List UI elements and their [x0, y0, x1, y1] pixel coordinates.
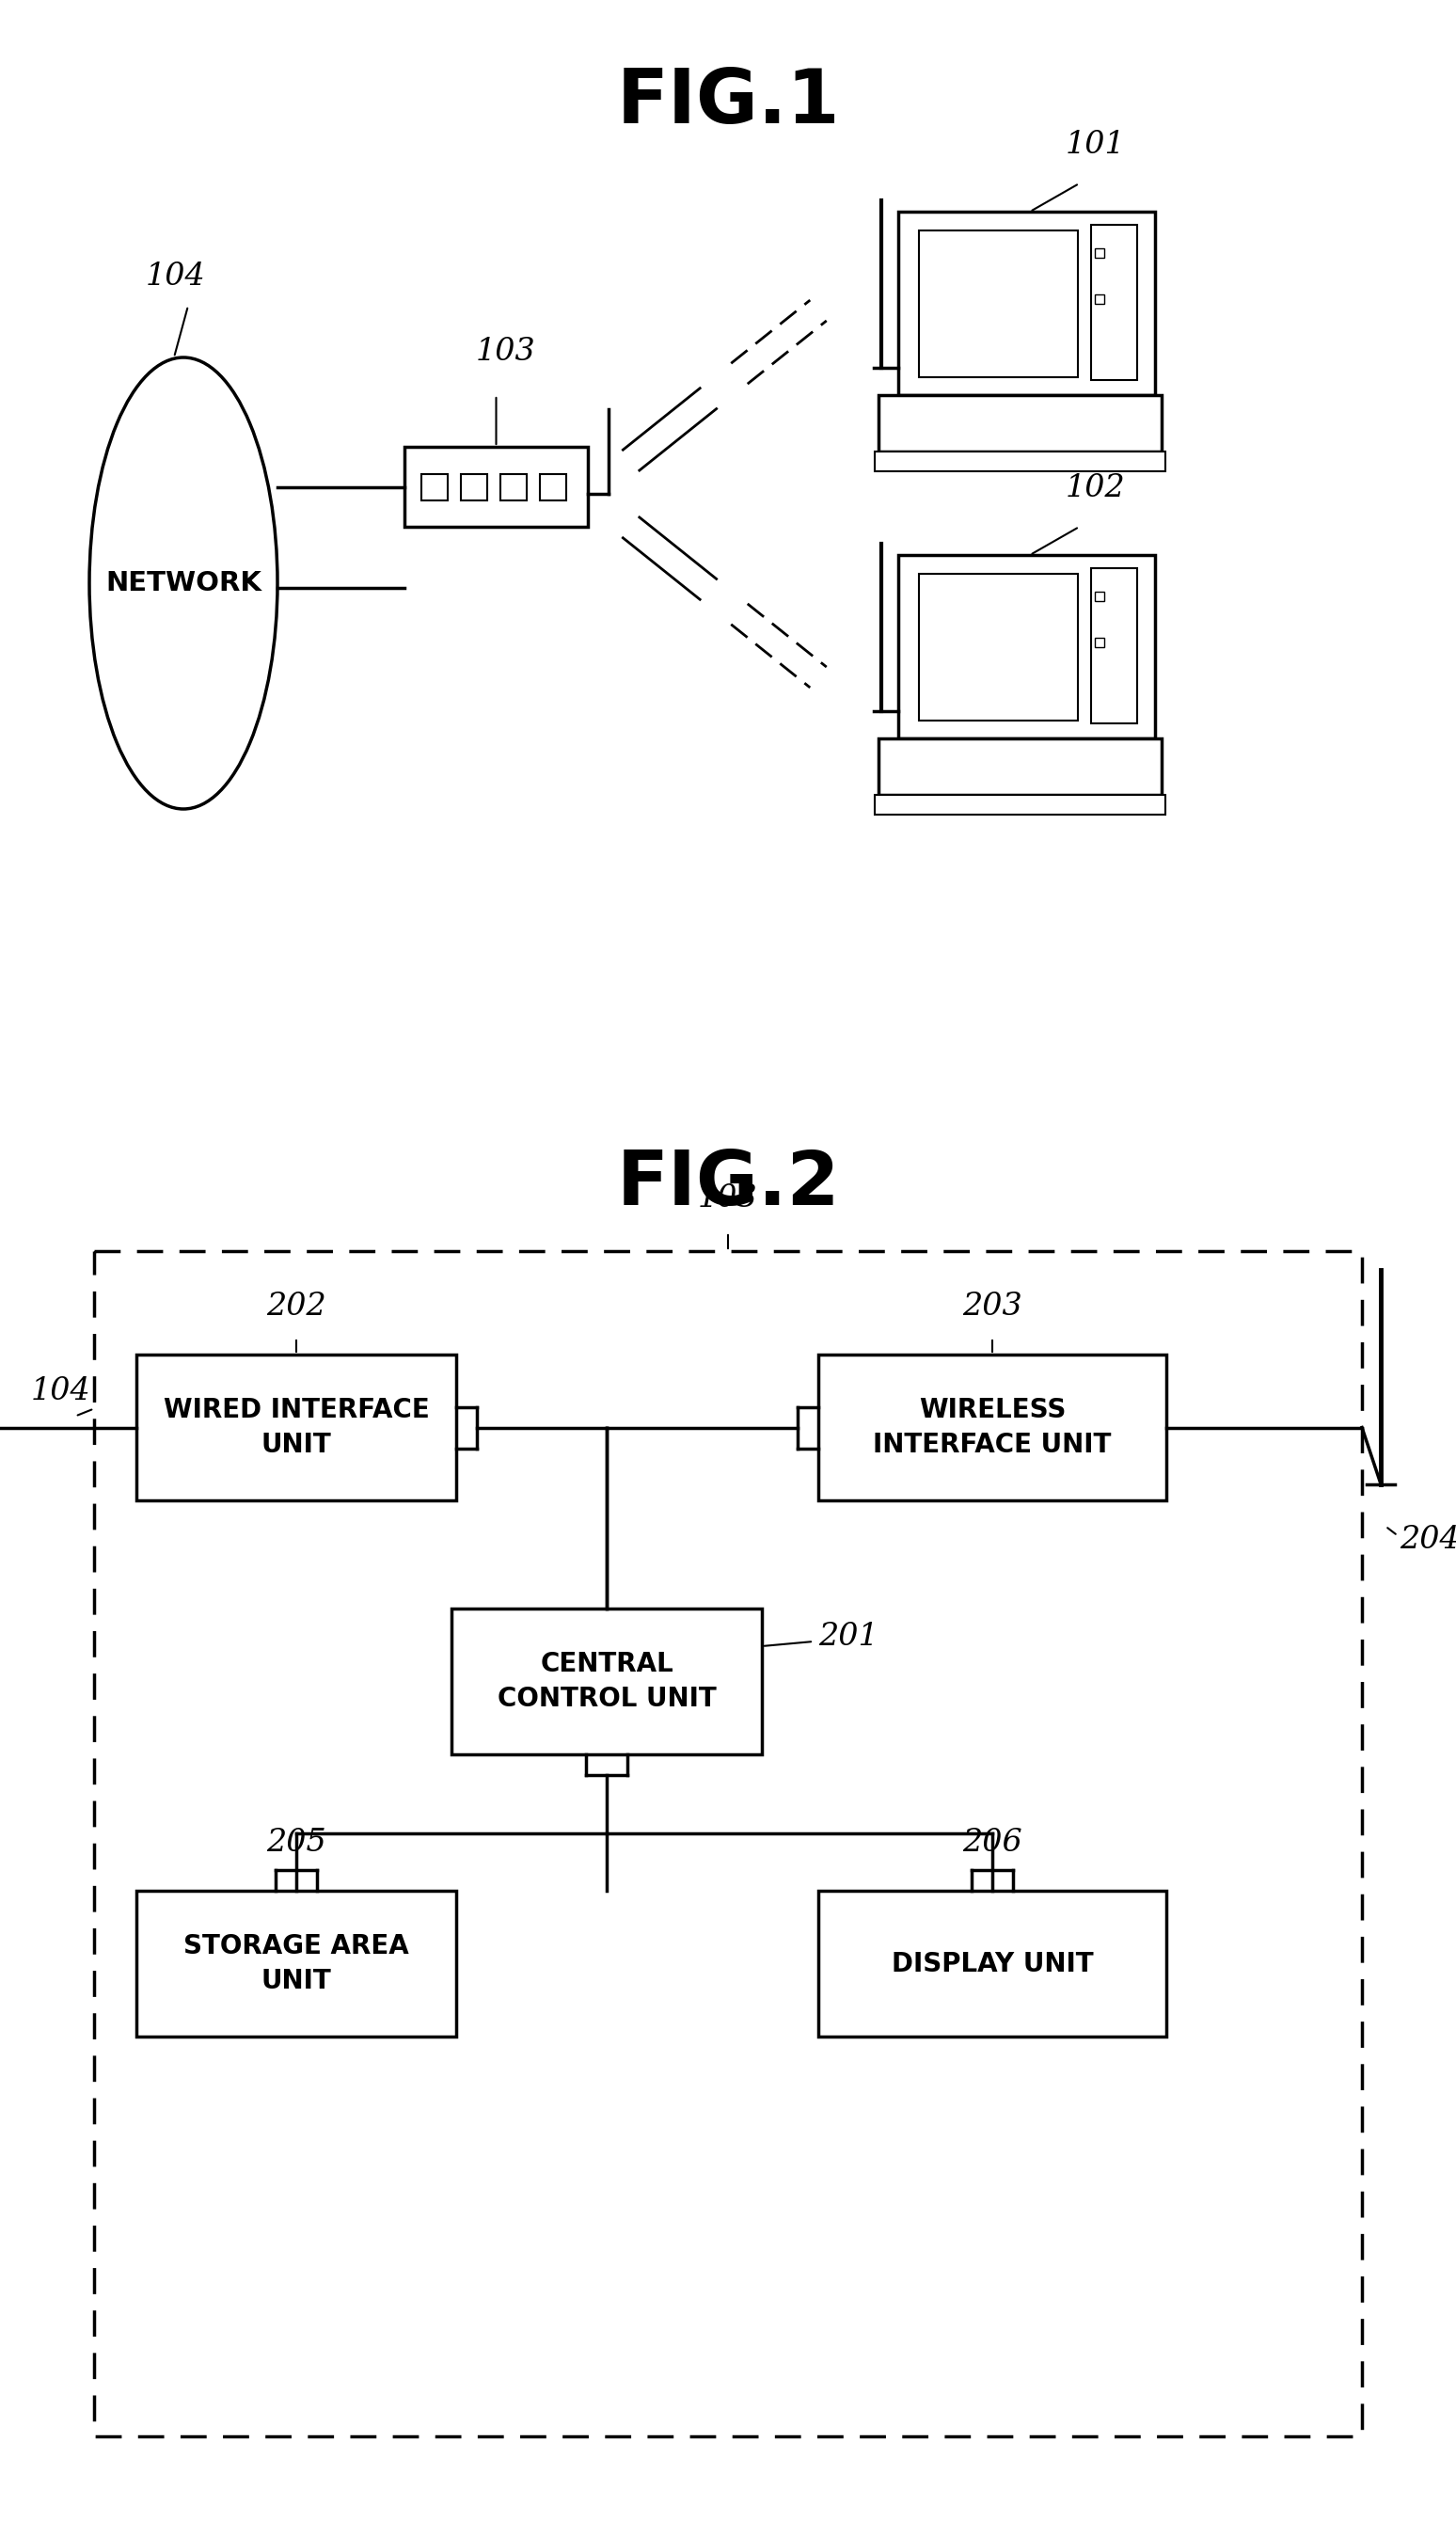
Text: 101: 101	[1066, 129, 1125, 159]
Text: 206: 206	[962, 1828, 1022, 1858]
Text: 204: 204	[1399, 1525, 1456, 1555]
Text: 103: 103	[697, 1182, 759, 1213]
Bar	[875, 451, 1165, 471]
Text: 104: 104	[146, 262, 205, 292]
Text: 202: 202	[266, 1291, 326, 1321]
Bar	[919, 229, 1077, 376]
Text: 203: 203	[962, 1291, 1022, 1321]
Bar	[1095, 250, 1104, 257]
Bar	[1095, 638, 1104, 648]
Text: 205: 205	[266, 1828, 326, 1858]
Bar	[878, 739, 1162, 794]
Bar	[1091, 224, 1137, 381]
Bar	[540, 474, 566, 499]
Bar	[818, 1891, 1166, 2037]
Bar	[1095, 592, 1104, 600]
Bar	[462, 474, 488, 499]
Text: CENTRAL
CONTROL UNIT: CENTRAL CONTROL UNIT	[496, 1651, 716, 1712]
Bar	[878, 396, 1162, 451]
Bar	[137, 1354, 456, 1500]
Text: 104: 104	[31, 1376, 92, 1407]
Text: WIRELESS
INTERFACE UNIT: WIRELESS INTERFACE UNIT	[874, 1397, 1111, 1457]
Bar	[1095, 295, 1104, 303]
Text: 103: 103	[476, 338, 536, 368]
Bar	[405, 446, 588, 527]
Text: DISPLAY UNIT: DISPLAY UNIT	[891, 1951, 1093, 1976]
Bar	[1091, 567, 1137, 724]
Bar	[501, 474, 527, 499]
Bar	[875, 794, 1165, 814]
Bar	[818, 1354, 1166, 1500]
Bar	[898, 555, 1155, 739]
Text: WIRED INTERFACE
UNIT: WIRED INTERFACE UNIT	[163, 1397, 430, 1457]
Bar	[898, 212, 1155, 396]
Bar	[95, 1250, 1361, 2435]
Text: NETWORK: NETWORK	[105, 570, 262, 597]
Bar	[919, 572, 1077, 721]
Text: 102: 102	[1066, 474, 1125, 504]
Text: 201: 201	[818, 1621, 878, 1651]
Bar	[451, 1608, 761, 1755]
Text: FIG.1: FIG.1	[616, 66, 840, 139]
Text: STORAGE AREA
UNIT: STORAGE AREA UNIT	[183, 1934, 409, 1994]
Bar	[137, 1891, 456, 2037]
Bar	[421, 474, 447, 499]
Text: FIG.2: FIG.2	[616, 1147, 840, 1220]
